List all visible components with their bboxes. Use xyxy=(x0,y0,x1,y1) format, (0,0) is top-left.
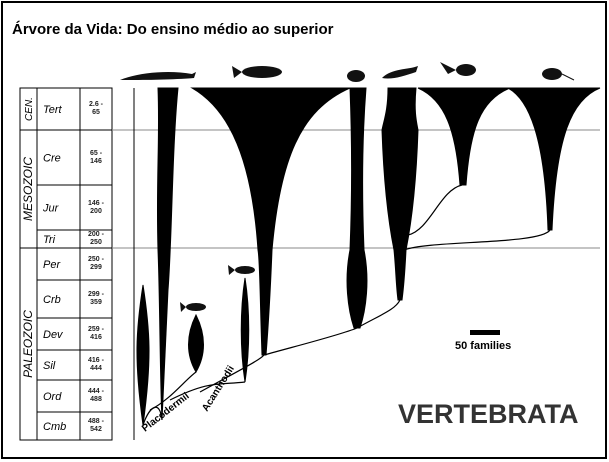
period-age: 2.6 - 65 xyxy=(88,101,103,116)
period-name: Per xyxy=(43,259,61,271)
scale-bar xyxy=(470,330,500,335)
era-label: PALEOZOIC xyxy=(21,310,35,378)
period-age-box: 200 - 250 xyxy=(82,231,110,247)
icons xyxy=(120,62,575,312)
period-age: 146 - 200 xyxy=(88,199,104,215)
period-age-box: 416 - 444 xyxy=(82,351,110,379)
period-age-wrap: 444 - 488 xyxy=(82,381,110,411)
era-label: CEN. xyxy=(24,97,35,121)
period-age-box: 146 - 200 xyxy=(82,186,110,229)
period-name: Sil xyxy=(43,360,56,372)
era-label: MESOZOIC xyxy=(21,157,35,221)
period-age-wrap: 250 - 299 xyxy=(82,249,110,279)
period-age-wrap: 299 - 359 xyxy=(82,281,110,317)
scale-label: 50 families xyxy=(455,340,511,352)
period-name: Cmb xyxy=(43,421,66,433)
period-age-box: 488 - 542 xyxy=(82,413,110,439)
period-age: 444 - 488 xyxy=(88,388,104,403)
time-table: Tert 2.6 - 65 Cre 65 - 146 Jur 146 - 200 Tri 20… xyxy=(19,87,113,441)
period-age-wrap: 416 - 444 xyxy=(82,351,110,379)
group-label: VERTEBRATA xyxy=(398,399,579,429)
period-age: 259 - 416 xyxy=(88,326,104,341)
period-age-wrap: 65 - 146 xyxy=(82,131,110,184)
period-age: 488 - 542 xyxy=(88,418,104,433)
period-age-box: 444 - 488 xyxy=(82,381,110,411)
period-age-box: 299 - 359 xyxy=(82,281,110,317)
period-age: 299 - 359 xyxy=(88,291,104,306)
period-name: Dev xyxy=(43,329,64,341)
title: Árvore da Vida: Do ensino médio ao super… xyxy=(12,21,334,38)
period-age-box: 259 - 416 xyxy=(82,319,110,349)
period-age-wrap: 200 - 250 xyxy=(82,231,110,247)
period-age-wrap: 146 - 200 xyxy=(82,186,110,229)
period-age-wrap: 259 - 416 xyxy=(82,319,110,349)
period-name: Tri xyxy=(43,234,56,246)
period-name: Tert xyxy=(43,104,62,116)
period-age-box: 250 - 299 xyxy=(82,249,110,279)
period-age-wrap: 2.6 - 65 xyxy=(82,89,110,129)
period-name: Crb xyxy=(43,294,61,306)
period-age: 250 - 299 xyxy=(88,256,104,271)
period-age-wrap: 488 - 542 xyxy=(82,413,110,439)
period-age: 200 - 250 xyxy=(88,231,104,246)
period-age-box: 2.6 - 65 xyxy=(82,89,110,129)
spindles xyxy=(112,87,601,440)
period-name: Jur xyxy=(42,203,60,215)
period-name: Ord xyxy=(43,391,62,403)
period-name: Cre xyxy=(43,153,61,165)
period-age-box: 65 - 146 xyxy=(82,131,110,184)
period-age: 416 - 444 xyxy=(88,357,104,372)
period-age: 65 - 146 xyxy=(89,149,103,165)
